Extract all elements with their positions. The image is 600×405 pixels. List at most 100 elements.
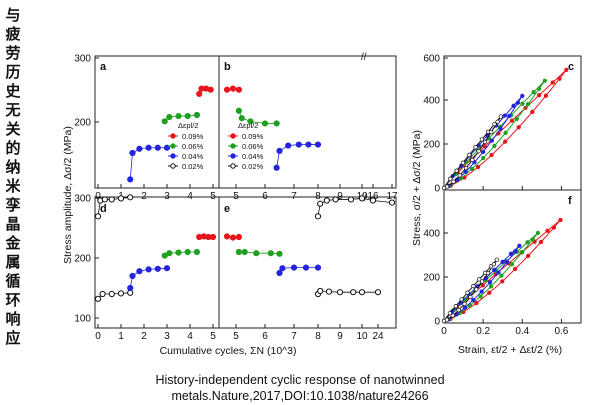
loop-point-f [558,217,563,223]
data-point-a [207,86,214,93]
x-tick-label-f: 0.6 [554,326,568,337]
loop-point-f [480,279,485,284]
loop-point-c [520,93,525,99]
frame-e [218,196,397,329]
data-point-a [117,195,125,202]
loop-point-c [537,86,542,91]
loop-point-f [459,297,464,302]
series-line-b-0.04% [276,144,318,168]
loop-point-f [499,273,504,278]
loop-point-c [473,145,478,150]
loop-point-c [520,101,525,106]
data-point-b [323,197,330,204]
loop-point-c [514,116,519,122]
data-point-b [347,196,355,203]
legend-entry-b: 0.09% [242,132,264,141]
x-tick-label-a: 4 [187,191,193,202]
data-point-a [184,112,191,120]
x-tick-label-b: 5 [233,191,239,202]
data-point-a [193,111,200,119]
x-tick-label-d: 0 [95,331,101,342]
x-tick-label-d: 1 [118,331,124,342]
data-point-b [295,141,302,148]
caption: History-independent cyclic response of n… [0,372,600,404]
loop-point-f [508,251,514,256]
loop-point-c [498,114,503,119]
data-point-b [273,164,280,171]
x-tick-label-b: 8 [315,191,321,202]
legend-marker-b [230,143,236,149]
loop-point-c [475,164,481,170]
data-point-e [235,248,242,256]
data-point-e [325,288,333,295]
series-line-a-0.04% [129,147,167,180]
data-point-d [108,290,115,298]
legend-entry-b: 0.06% [242,142,264,151]
data-point-d [99,290,106,298]
loop-point-c [503,130,508,135]
side-title-char: 劳 [5,44,21,62]
loop-point-c [454,168,459,173]
loop-point-c [498,126,503,131]
x-tick-label-b: 17 [386,191,398,202]
loop-point-f [504,260,509,265]
loop-point-f [496,270,501,275]
legend-title-b: Δεpl/2 [238,121,258,130]
loop-point-f [468,294,473,300]
side-title-char: 纳 [5,158,21,176]
data-point-a [196,90,203,97]
data-point-a [129,149,136,157]
loop-point-c [536,93,542,98]
legend-entry-a: 0.06% [182,142,204,151]
legend-marker-b [230,163,236,169]
data-point-e [276,269,283,277]
loop-point-c [489,129,494,135]
data-point-b [314,141,322,148]
side-title-char: 的 [5,139,21,157]
legend-title-a: Δεpl/2 [178,121,198,130]
loop-point-c [550,80,555,85]
legend-marker-a [170,153,176,159]
x-axis-label-right: Strain, εt/2 + Δεt/2 (%) [458,344,562,356]
side-title-char: 属 [5,253,21,271]
data-point-b [229,85,237,92]
y-tick-label-f: 0 [434,317,440,328]
panel-label-f: f [568,195,572,207]
y-tick-label-a: 200 [74,118,91,129]
loop-point-f [487,290,492,295]
loop-point-f [500,279,505,284]
data-point-d [163,265,171,272]
x-tick-label-a: 0 [95,191,101,202]
loop-point-f [444,317,450,322]
x-tick-label-a: 5 [210,191,216,202]
data-point-e [374,289,382,296]
loop-point-c [479,137,484,142]
loop-point-f [471,297,476,303]
loop-point-f [492,267,497,273]
data-point-e [235,233,242,241]
data-point-b [332,196,339,203]
loop-point-f [509,262,514,267]
x-tick-label-e: 8 [315,331,321,342]
data-point-d [129,272,136,280]
legend-entry-b: 0.04% [242,152,264,161]
data-point-b [223,86,231,93]
legend-marker-a [170,133,176,139]
y-tick-label-d: 100 [74,314,91,325]
x-tick-label-d: 2 [141,331,147,342]
loop-point-c [482,144,487,149]
data-point-a [101,196,109,203]
loop-point-c [502,113,508,118]
side-title-char: 史 [5,82,21,100]
loop-point-c [492,121,497,127]
data-point-b [305,141,312,148]
loop-point-f [494,257,499,262]
legend-entry-a: 0.04% [182,152,204,161]
loop-point-c [448,176,453,181]
side-title-char: 与 [5,6,21,24]
data-point-a [127,194,134,201]
loop-point-f [453,304,458,309]
loop-point-f [450,313,455,318]
data-point-e [317,287,324,295]
data-point-b [261,120,269,127]
